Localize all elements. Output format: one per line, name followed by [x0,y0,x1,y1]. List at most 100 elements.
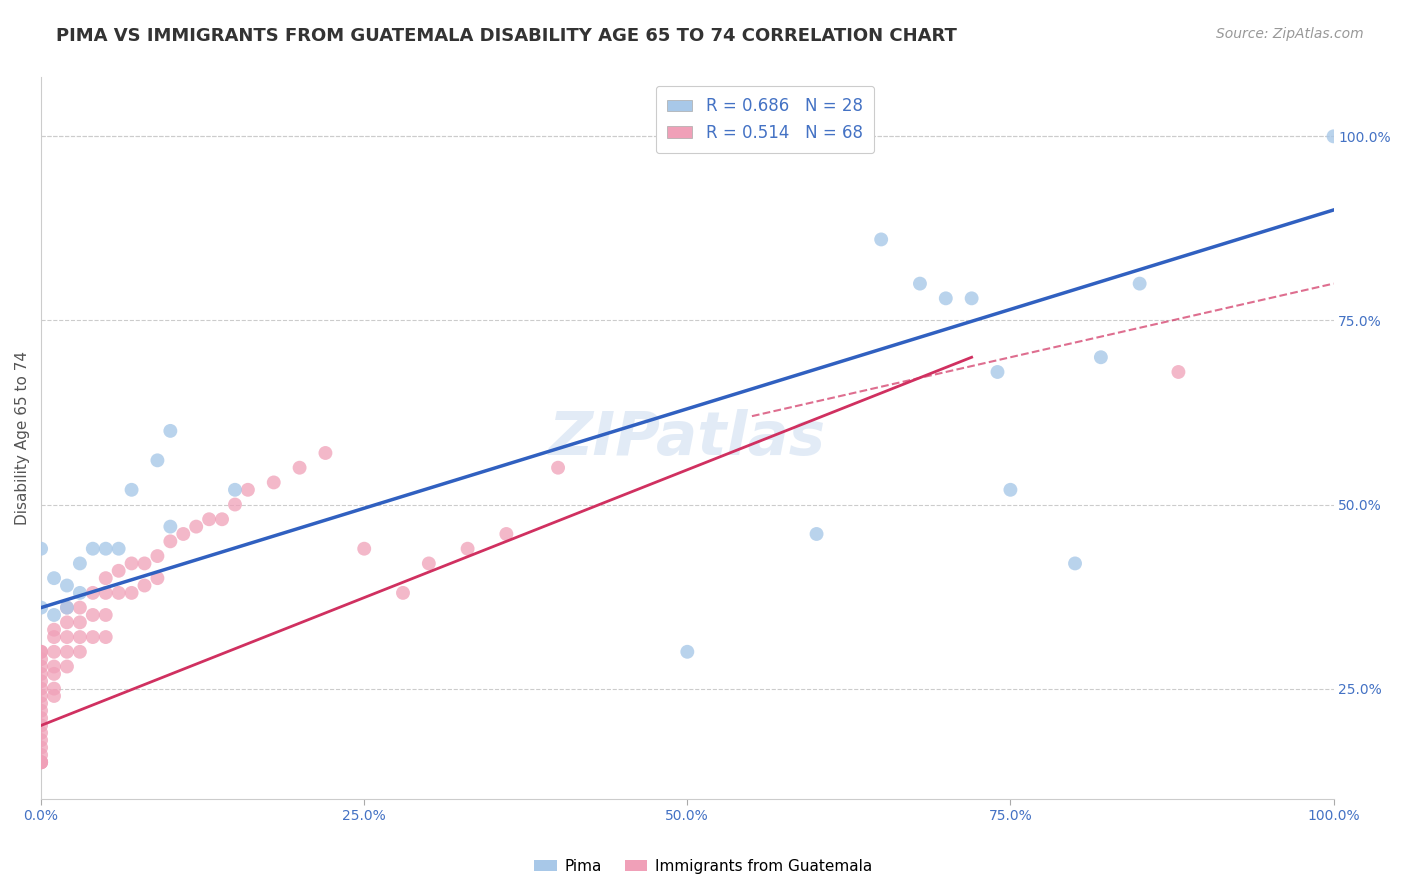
Point [353,541,375,556]
Point [42,645,65,659]
Point [30,756,52,770]
Point [42,607,65,622]
Point [30,756,52,770]
Point [82,607,104,622]
Point [82,586,104,600]
Point [30,740,52,755]
Point [42,689,65,703]
Point [986,365,1008,379]
Point [159,424,181,438]
Text: PIMA VS IMMIGRANTS FROM GUATEMALA DISABILITY AGE 65 TO 74 CORRELATION CHART: PIMA VS IMMIGRANTS FROM GUATEMALA DISABI… [56,27,957,45]
Legend: R = 0.686   N = 28, R = 0.514   N = 68: R = 0.686 N = 28, R = 0.514 N = 68 [655,86,875,153]
Point [146,571,169,585]
Point [82,630,104,644]
Point [30,756,52,770]
Point [172,527,194,541]
Point [224,498,246,512]
Point [1000,483,1022,497]
Point [224,483,246,497]
Point [69,630,91,644]
Point [30,704,52,718]
Point [30,718,52,732]
Point [121,557,143,571]
Point [1167,365,1189,379]
Point [30,733,52,747]
Point [94,607,117,622]
Point [56,630,79,644]
Point [806,527,828,541]
Point [30,600,52,615]
Point [107,564,129,578]
Point [146,549,169,563]
Point [56,600,79,615]
Point [69,586,91,600]
Point [1322,129,1344,144]
Point [42,666,65,681]
Point [56,600,79,615]
Point [69,645,91,659]
Text: Source: ZipAtlas.com: Source: ZipAtlas.com [1216,27,1364,41]
Y-axis label: Disability Age 65 to 74: Disability Age 65 to 74 [15,351,30,525]
Point [960,291,983,305]
Point [30,696,52,710]
Point [30,756,52,770]
Point [211,512,233,526]
Point [94,541,117,556]
Point [146,453,169,467]
Point [1129,277,1152,291]
Point [121,483,143,497]
Text: ZIPatlas: ZIPatlas [548,409,825,467]
Point [314,446,336,460]
Point [42,630,65,644]
Point [30,726,52,740]
Point [288,460,311,475]
Point [547,460,569,475]
Point [42,659,65,673]
Point [56,578,79,592]
Point [134,557,156,571]
Point [134,578,156,592]
Point [42,571,65,585]
Point [159,519,181,533]
Point [121,586,143,600]
Legend: Pima, Immigrants from Guatemala: Pima, Immigrants from Guatemala [527,853,879,880]
Point [495,527,517,541]
Point [30,645,52,659]
Point [30,652,52,666]
Point [30,666,52,681]
Point [30,645,52,659]
Point [69,600,91,615]
Point [457,541,479,556]
Point [56,659,79,673]
Point [935,291,957,305]
Point [30,541,52,556]
Point [56,615,79,630]
Point [42,623,65,637]
Point [30,689,52,703]
Point [30,674,52,689]
Point [69,615,91,630]
Point [30,659,52,673]
Point [94,586,117,600]
Point [263,475,285,490]
Point [30,747,52,762]
Point [94,571,117,585]
Point [908,277,931,291]
Point [870,232,893,246]
Point [69,557,91,571]
Point [186,519,208,533]
Point [418,557,440,571]
Point [56,645,79,659]
Point [1090,351,1112,365]
Point [42,681,65,696]
Point [159,534,181,549]
Point [676,645,699,659]
Point [30,711,52,725]
Point [107,541,129,556]
Point [94,630,117,644]
Point [236,483,259,497]
Point [107,586,129,600]
Point [30,681,52,696]
Point [392,586,415,600]
Point [1064,557,1087,571]
